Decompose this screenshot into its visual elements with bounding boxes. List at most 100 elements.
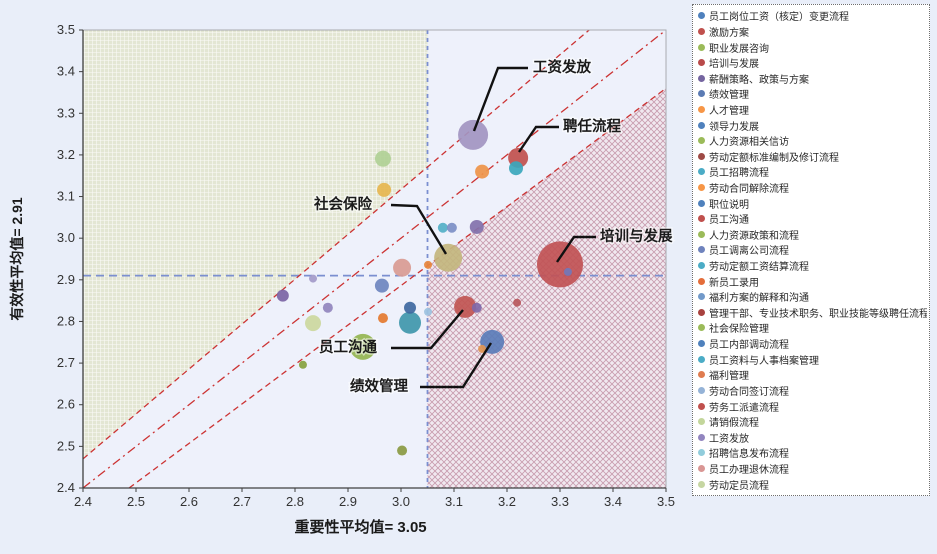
legend-label: 员工资料与人事档案管理 (709, 355, 819, 367)
bubble (424, 307, 433, 316)
legend-dot-icon (698, 308, 705, 316)
bubble (374, 278, 389, 293)
legend-item: 人力资源政策和流程 (698, 227, 927, 242)
legend-item: 请销假流程 (698, 414, 927, 429)
legend-label: 员工招聘流程 (709, 168, 769, 180)
leader-line (420, 342, 493, 389)
legend-dot-icon (698, 464, 705, 472)
bubble (404, 301, 417, 314)
legend-item: 员工内部调动流程 (698, 336, 927, 351)
bubble (458, 119, 489, 150)
legend-item: 员工招聘流程 (698, 164, 927, 179)
callout-label: 培训与发展 (600, 227, 673, 245)
y-axis-title: 有效性平均值= 2.91 (9, 197, 25, 321)
legend-dot-icon (698, 12, 705, 20)
bubble (393, 258, 412, 277)
callout-label: 工资发放 (533, 58, 591, 76)
legend-label: 激励方案 (709, 27, 749, 39)
legend-label: 社会保险管理 (709, 324, 769, 336)
bubble (446, 222, 457, 233)
legend-item: 员工沟通 (698, 211, 927, 226)
bubble (480, 329, 505, 354)
bubble (276, 289, 289, 302)
legend-dot-icon (698, 433, 705, 441)
bubble (322, 302, 333, 313)
legend-label: 劳动定额标准编制及修订流程 (709, 152, 839, 164)
callout-label: 绩效管理 (350, 377, 408, 395)
legend-label: 劳动合同解除流程 (709, 184, 789, 195)
bubble (478, 344, 487, 353)
x-tick-label: 3.4 (604, 494, 622, 509)
callout-label: 聘任流程 (563, 117, 621, 135)
leader-line (556, 235, 596, 263)
legend-dot-icon (698, 137, 705, 145)
y-tick-label: 3.1 (57, 189, 75, 204)
legend-item: 招聘信息发布流程 (698, 445, 927, 460)
legend-label: 培训与发展 (709, 59, 759, 71)
legend-dot-icon (698, 355, 705, 363)
legend-item: 职位说明 (698, 196, 927, 211)
x-tick-label: 2.5 (127, 494, 145, 509)
y-tick-label: 3.3 (57, 105, 75, 120)
legend-dot-icon (698, 43, 705, 51)
legend-dot-icon (698, 402, 705, 410)
legend-item: 人才管理 (698, 102, 927, 117)
legend-label: 绩效管理 (709, 90, 749, 102)
legend-dot-icon (698, 199, 705, 207)
legend-dot-icon (698, 262, 705, 270)
legend-item: 员工调离公司流程 (698, 242, 927, 257)
legend-label: 请销假流程 (709, 418, 759, 430)
legend-item: 劳动定员流程 (698, 477, 927, 492)
legend-dot-icon (698, 230, 705, 238)
y-tick-label: 3.4 (57, 64, 75, 79)
legend-dot-icon (698, 27, 705, 35)
bubble (437, 222, 448, 233)
legend-label: 人才管理 (709, 105, 749, 117)
bubble (397, 445, 408, 456)
upper-band-line (82, 29, 590, 460)
legend-label: 员工办理退休流程 (709, 464, 789, 476)
legend-item: 劳动合同解除流程 (698, 180, 927, 195)
bubble (513, 298, 522, 307)
legend-label: 劳动合同签订流程 (709, 386, 789, 398)
bubble (298, 360, 307, 369)
leader-line (518, 125, 559, 153)
legend-item: 福利管理 (698, 367, 927, 382)
legend-dot-icon (698, 386, 705, 394)
legend-label: 员工内部调动流程 (709, 340, 789, 352)
legend-dot-icon (698, 480, 705, 488)
y-tick-label: 2.4 (57, 480, 75, 495)
legend-item: 福利方案的解释和沟通 (698, 289, 927, 304)
legend-label: 员工调离公司流程 (709, 246, 789, 258)
region-low-importance-high-effectiveness (83, 30, 428, 459)
legend-dot-icon (698, 324, 705, 332)
legend-label: 员工沟通 (709, 215, 749, 227)
y-tick-label: 3.5 (57, 22, 75, 37)
legend-label: 劳动定额工资结算流程 (709, 262, 809, 274)
legend-label: 招聘信息发布流程 (709, 449, 789, 461)
legend-dot-icon (698, 340, 705, 348)
bubble (434, 243, 463, 272)
legend-item: 新员工录用 (698, 274, 927, 289)
legend-item: 劳动定额标准编制及修订流程 (698, 149, 927, 164)
x-tick-label: 2.7 (233, 494, 251, 509)
legend-label: 管理干部、专业技术职务、职业技能等级聘任流程 (709, 308, 927, 320)
y-tick-label: 3.0 (57, 230, 75, 245)
x-tick-label: 2.8 (286, 494, 304, 509)
bubble (399, 311, 422, 334)
legend-dot-icon (698, 168, 705, 176)
x-tick-label: 2.9 (339, 494, 357, 509)
legend-dot-icon (698, 152, 705, 160)
callout-label: 员工沟通 (319, 338, 377, 356)
bubble (349, 333, 376, 360)
region-high-importance-low-effectiveness (427, 88, 666, 489)
bubble (309, 274, 318, 283)
legend-dot-icon (698, 121, 705, 129)
bubble (475, 164, 490, 179)
leader-line (391, 309, 464, 350)
x-tick-label: 3.3 (551, 494, 569, 509)
legend-item: 工资发放 (698, 430, 927, 445)
bubble (377, 313, 388, 324)
